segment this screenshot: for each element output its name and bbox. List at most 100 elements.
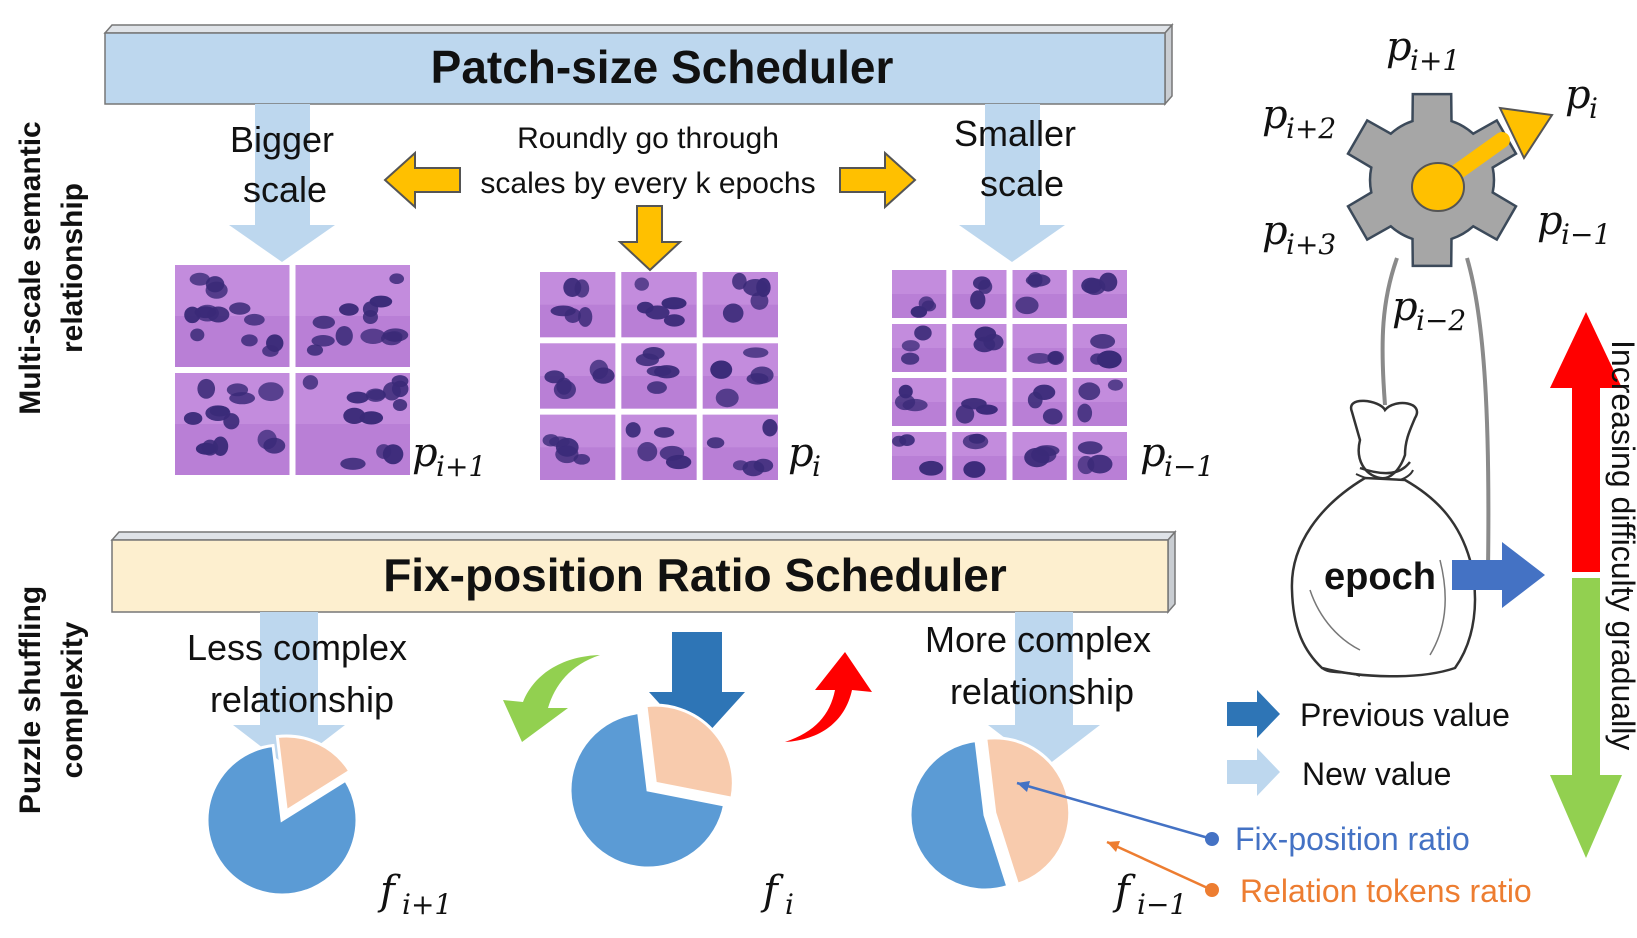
pie-fix-position-slice <box>568 710 727 870</box>
difficulty-label-group: Increasing difficulty gradually <box>1605 340 1637 750</box>
histology-patch <box>952 324 1007 372</box>
more-complex-label-line2: relationship <box>950 671 1134 712</box>
grid-label-base: p <box>788 430 814 476</box>
histology-patch <box>295 265 410 367</box>
legend-previous-value: Previous value <box>1300 697 1510 733</box>
histology-patch <box>952 378 1007 426</box>
histology-patch <box>621 343 697 409</box>
gear-label-p-i-plus-2: p i+2 <box>1262 92 1336 145</box>
less-complex-down-arrow <box>233 612 345 768</box>
side-label-multi-scale-line2: relationship <box>56 183 89 353</box>
side-label-multi-scale-line1: Multi-scale semantic <box>14 121 47 414</box>
pie-relation-token-slice <box>644 703 735 801</box>
histology-patch <box>702 272 778 338</box>
more-complex-label-line1: More complex <box>925 619 1151 660</box>
legend-fix-position-ratio: Fix-position ratio <box>1235 821 1470 857</box>
histology-patch <box>1072 324 1127 372</box>
grid-label-p-i: p i <box>788 430 821 483</box>
histology-patch <box>175 265 290 367</box>
grid-label-p-i-plus-1: p i+1 <box>412 430 486 483</box>
roundly-label-line1: Roundly go through <box>517 122 779 155</box>
gear-label-sub: i <box>1589 92 1598 125</box>
pie-label-f-i: f i <box>760 868 794 921</box>
histology-patch <box>540 272 616 338</box>
green-curved-arrow <box>503 655 600 742</box>
histology-patch <box>952 270 1007 318</box>
smaller-scale-down-arrow <box>959 104 1065 262</box>
smaller-scale-label-line2: scale <box>980 163 1064 204</box>
grid-label-base: p <box>412 430 438 476</box>
roundly-label-line2: scales by every k epochs <box>480 167 815 200</box>
pie-label-f-i-plus-1: f i+1 <box>377 868 452 921</box>
histology-patch <box>892 324 947 372</box>
side-label-puzzle-line2: complexity <box>56 621 89 778</box>
fix-position-ratio-scheduler-title: Fix-position Ratio Scheduler <box>383 549 1007 601</box>
gear-label-base: p <box>1565 72 1591 118</box>
gear-label-base: p <box>1262 92 1288 138</box>
fix-ratio-pointer-head <box>1017 781 1030 792</box>
bigger-scale-label-line1: Bigger <box>230 119 334 160</box>
legend-new-value: New value <box>1302 756 1451 792</box>
side-label-puzzle-line1: Puzzle shuffling <box>14 586 47 814</box>
histology-patch <box>1012 270 1067 318</box>
side-label-multi-scale: Multi-scale semantic relationship <box>14 121 89 414</box>
orange-left-arrow <box>383 150 461 210</box>
histology-patch <box>892 378 947 426</box>
histology-patch <box>540 414 616 480</box>
difficulty-red-up-arrow <box>1550 312 1622 572</box>
fix-ratio-pointer-line <box>1016 781 1213 841</box>
pie-label-sub: i+1 <box>402 888 452 921</box>
bigger-scale-label-line2: scale <box>243 169 327 210</box>
relation-ratio-pointer-dot <box>1205 883 1219 897</box>
more-complex-down-arrow <box>988 612 1100 768</box>
histology-patch <box>621 272 697 338</box>
gear-label-p-i-plus-3: p i+3 <box>1262 208 1336 261</box>
grid-label-p-i-minus-1: p i−1 <box>1140 430 1214 483</box>
pie-label-base: f <box>1112 868 1136 914</box>
gear-label-sub: i+1 <box>1410 44 1460 77</box>
pie-label-base: f <box>760 868 784 914</box>
smaller-scale-label-line1: Smaller <box>954 113 1076 154</box>
difficulty-label: Increasing difficulty gradually <box>1605 340 1637 750</box>
grid-label-sub: i+1 <box>436 450 486 483</box>
gear-label-sub: i+2 <box>1286 112 1336 145</box>
pie-label-sub: i <box>785 888 794 921</box>
histology-patch <box>952 432 1007 480</box>
grid-label-sub: i−1 <box>1164 450 1214 483</box>
gear-label-base: p <box>1392 284 1418 330</box>
legend-previous-value-arrow <box>1227 690 1280 738</box>
side-label-puzzle: Puzzle shuffling complexity <box>14 586 89 814</box>
histology-patch <box>1072 378 1127 426</box>
fix-ratio-pointer-dot <box>1205 832 1219 846</box>
histology-patch <box>1072 432 1127 480</box>
epoch-bag-icon: epoch <box>1290 399 1477 678</box>
gear-label-sub: i−2 <box>1416 304 1466 337</box>
histology-patch <box>1012 324 1067 372</box>
histology-patch <box>702 414 778 480</box>
gear-label-base: p <box>1386 24 1412 70</box>
relation-ratio-pointer-line <box>1106 840 1213 892</box>
pie-label-base: f <box>377 868 401 914</box>
histology-patch <box>1012 378 1067 426</box>
histology-patch <box>540 343 616 409</box>
epoch-label: epoch <box>1324 556 1436 598</box>
histology-patch <box>1012 432 1067 480</box>
pie-fix-position-slice <box>908 738 1010 892</box>
relation-ratio-pointer-head <box>1107 841 1120 852</box>
gear-icon <box>1346 92 1554 571</box>
red-curved-arrow <box>785 652 872 742</box>
gear-label-p-i-minus-1: p i−1 <box>1537 198 1611 251</box>
legend-new-value-arrow <box>1227 748 1280 796</box>
histology-patch <box>175 373 290 475</box>
grid-label-base: p <box>1140 430 1166 476</box>
histology-patch <box>621 414 697 480</box>
legend-relation-tokens-ratio: Relation tokens ratio <box>1240 873 1532 909</box>
patch-size-scheduler-banner: Patch-size Scheduler <box>103 23 1174 106</box>
patch-size-scheduler-title: Patch-size Scheduler <box>431 41 894 93</box>
patch-grids <box>175 265 1127 480</box>
histology-patch <box>1072 270 1127 318</box>
orange-down-arrow <box>617 205 683 272</box>
gear-label-p-i: p i <box>1565 72 1598 125</box>
